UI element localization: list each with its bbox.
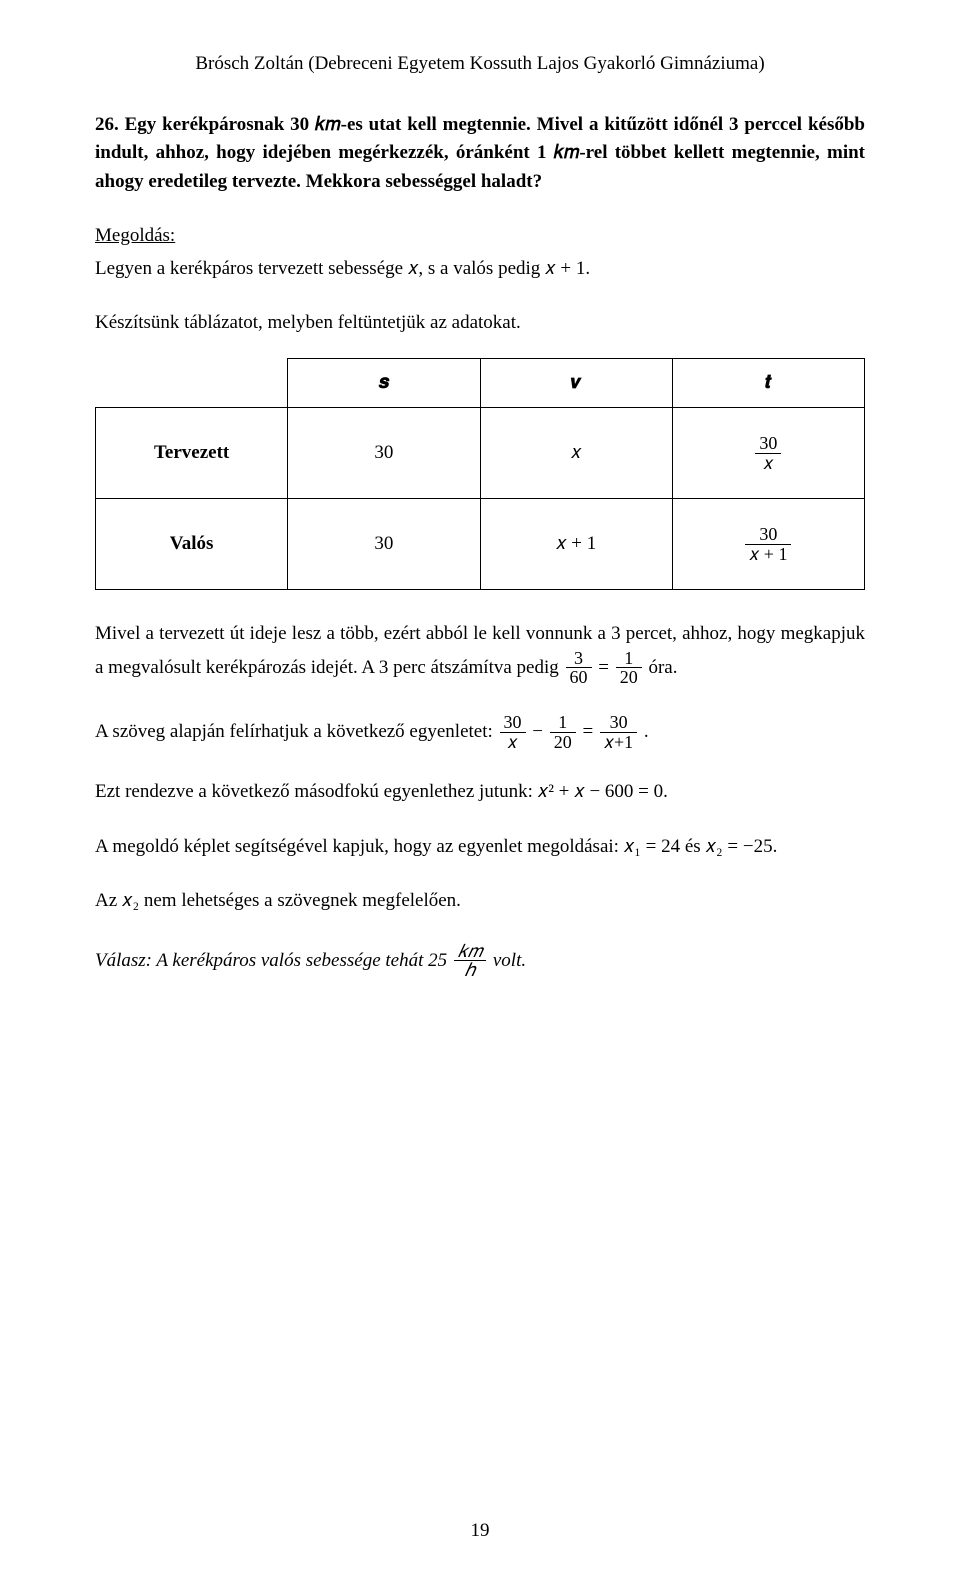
fraction: 3 60 <box>564 649 594 688</box>
problem-text: Egy kerékpárosnak 30 𝑘𝑚-es utat kell meg… <box>95 114 865 192</box>
row-label: Tervezett <box>96 408 288 499</box>
fraction-den: 𝑥+1 <box>600 733 637 752</box>
fraction-den: 20 <box>550 733 576 752</box>
problem-statement: 26. Egy kerékpárosnak 30 𝑘𝑚-es utat kell… <box>95 111 865 197</box>
text: . <box>644 721 649 742</box>
row-label: Valós <box>96 499 288 590</box>
answer: Válasz: A kerékpáros valós sebessége teh… <box>95 942 865 981</box>
fraction-den: 𝑥 <box>500 733 526 752</box>
table-row: Tervezett 30 𝑥 30 𝑥 <box>96 408 865 499</box>
paragraph-2: A szöveg alapján felírhatjuk a következő… <box>95 713 865 752</box>
text: óra. <box>648 656 677 677</box>
page-number: 19 <box>0 1517 960 1546</box>
fraction-num: 30 <box>600 713 637 733</box>
fraction-den: ℎ <box>454 961 486 980</box>
paragraph-4: A megoldó képlet segítségével kapjuk, ho… <box>95 833 865 862</box>
page-header: Brósch Zoltán (Debreceni Egyetem Kossuth… <box>95 50 865 79</box>
fraction: 1 20 <box>548 713 578 752</box>
fraction-den: 𝑥 <box>755 454 781 473</box>
solution-label: Megoldás: <box>95 222 865 251</box>
fraction-den: 60 <box>566 668 592 687</box>
problem-number: 26. <box>95 114 119 135</box>
fraction-num: 1 <box>616 649 642 669</box>
answer-text-b: volt. <box>493 949 526 970</box>
fraction: 30 𝑥+1 <box>598 713 639 752</box>
table-row: Valós 30 𝑥 + 1 30 𝑥 + 1 <box>96 499 865 590</box>
cell-v: 𝑥 <box>480 408 672 499</box>
cell-s: 30 <box>288 408 480 499</box>
equals: = <box>598 656 613 677</box>
data-table: 𝒔 𝒗 𝒕 Tervezett 30 𝑥 30 𝑥 Valós 30 𝑥 + 1… <box>95 358 865 591</box>
fraction: 30 𝑥 <box>498 713 528 752</box>
cell-v: 𝑥 + 1 <box>480 499 672 590</box>
solution-line1: Legyen a kerékpáros tervezett sebessége … <box>95 255 865 284</box>
minus: − <box>532 721 547 742</box>
fraction: 30 𝑥 + 1 <box>743 525 793 564</box>
answer-text-a: Válasz: A kerékpáros valós sebessége teh… <box>95 949 452 970</box>
cell-t: 30 𝑥 + 1 <box>672 499 864 590</box>
cell-s: 30 <box>288 499 480 590</box>
table-corner <box>96 358 288 408</box>
cell-t: 30 𝑥 <box>672 408 864 499</box>
solution-label-text: Megoldás: <box>95 225 175 246</box>
fraction-num: 𝑘𝑚 <box>454 942 486 962</box>
fraction-den: 𝑥 + 1 <box>745 545 791 564</box>
paragraph-3: Ezt rendezve a következő másodfokú egyen… <box>95 778 865 807</box>
paragraph-5: Az 𝑥₂ nem lehetséges a szövegnek megfele… <box>95 887 865 916</box>
fraction-num: 30 <box>755 434 781 454</box>
fraction-num: 1 <box>550 713 576 733</box>
fraction-num: 30 <box>500 713 526 733</box>
fraction: 30 𝑥 <box>753 434 783 473</box>
equals: = <box>583 721 598 742</box>
text: Mivel a tervezett út ideje lesz a több, … <box>95 623 865 677</box>
col-s: 𝒔 <box>288 358 480 408</box>
fraction: 𝑘𝑚 ℎ <box>452 942 488 981</box>
text: A szöveg alapján felírhatjuk a következő… <box>95 721 498 742</box>
fraction-num: 30 <box>745 525 791 545</box>
paragraph-1: Mivel a tervezett út ideje lesz a több, … <box>95 620 865 687</box>
col-t: 𝒕 <box>672 358 864 408</box>
solution-line2: Készítsünk táblázatot, melyben feltüntet… <box>95 309 865 338</box>
fraction: 1 20 <box>614 649 644 688</box>
fraction-num: 3 <box>566 649 592 669</box>
fraction-den: 20 <box>616 668 642 687</box>
col-v: 𝒗 <box>480 358 672 408</box>
